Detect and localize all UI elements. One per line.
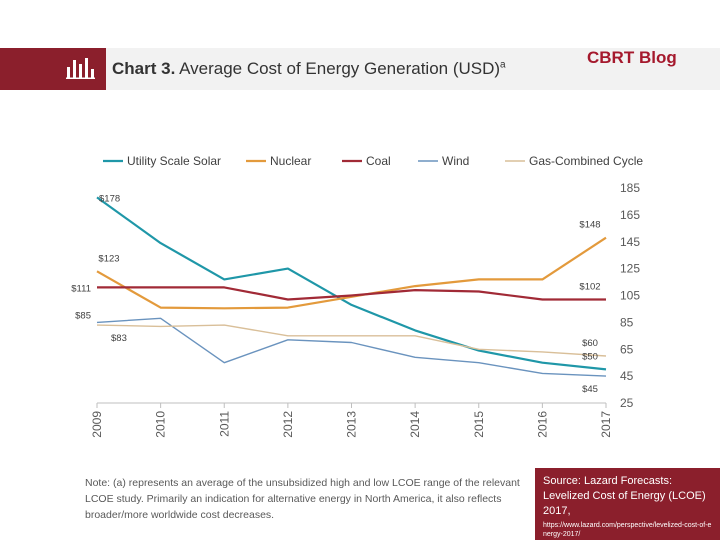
legend-entry: Nuclear xyxy=(270,154,311,168)
series-line-coal xyxy=(97,286,606,301)
y-tick-label: 165 xyxy=(620,208,640,222)
y-tick-label: 25 xyxy=(620,396,634,410)
y-tick-label: 105 xyxy=(620,289,640,303)
data-label: $83 xyxy=(111,333,127,344)
data-label: $50 xyxy=(582,351,598,362)
header-band xyxy=(0,48,720,90)
brand-label: CBRT Blog xyxy=(587,48,677,67)
data-label: $60 xyxy=(582,338,598,349)
x-tick-label: 2017 xyxy=(599,411,613,438)
legend-entry: Coal xyxy=(366,154,391,168)
source-text: Source: Lazard Forecasts: Levelized Cost… xyxy=(543,475,706,517)
y-tick-label: 45 xyxy=(620,369,634,383)
x-tick-label: 2015 xyxy=(472,411,486,438)
footnote: Note: (a) represents an average of the u… xyxy=(85,477,520,521)
x-tick-label: 2016 xyxy=(535,411,549,438)
header-icon-box xyxy=(0,48,106,90)
x-tick-label: 2009 xyxy=(90,411,104,438)
data-label: $45 xyxy=(582,384,598,395)
line-chart: 2009 2010 2011 2012 2013 2014 2015 2016 2017 185 1… xyxy=(71,154,643,438)
legend-entry: Utility Scale Solar xyxy=(127,154,221,168)
series-line-gas-combined-cycle xyxy=(96,324,607,357)
chart-title-superscript: a xyxy=(500,59,506,71)
y-tick-label: 65 xyxy=(620,342,634,356)
bar-chart-icon xyxy=(66,58,95,79)
y-tick-label: 85 xyxy=(620,315,634,329)
x-tick-label: 2011 xyxy=(217,411,231,437)
data-label: $85 xyxy=(75,310,91,321)
y-tick-label: 185 xyxy=(620,181,640,195)
source-url: https://www.lazard.com/perspective/level… xyxy=(543,522,712,538)
x-tick-label: 2014 xyxy=(408,411,422,438)
series-line-nuclear xyxy=(96,236,607,310)
data-label: $178 xyxy=(99,193,120,204)
chart-title: Chart 3. Average Cost of Energy Generati… xyxy=(112,59,506,79)
series-line-utility-scale-solar xyxy=(96,196,607,371)
x-tick-label: 2013 xyxy=(345,411,359,438)
legend-entry: Wind xyxy=(442,154,469,168)
y-tick-label: 125 xyxy=(620,262,640,276)
data-label: $148 xyxy=(579,220,600,231)
x-tick-label: 2012 xyxy=(281,411,295,438)
y-tick-label: 145 xyxy=(620,235,640,249)
data-label: $123 xyxy=(98,253,119,264)
series-line-wind xyxy=(96,317,607,377)
legend-entry: Gas-Combined Cycle xyxy=(529,154,643,168)
chart-title-prefix: Chart 3. xyxy=(112,59,176,78)
x-tick-label: 2010 xyxy=(154,411,168,438)
data-label: $111 xyxy=(71,283,91,294)
source-box: Source: Lazard Forecasts: Levelized Cost… xyxy=(535,468,720,540)
data-label: $102 xyxy=(579,282,600,293)
chart-title-text: Average Cost of Energy Generation (USD) xyxy=(179,59,501,78)
